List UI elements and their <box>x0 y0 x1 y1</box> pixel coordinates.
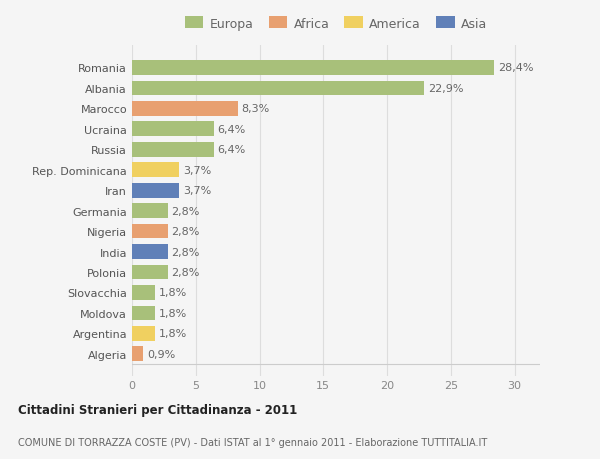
Text: 3,7%: 3,7% <box>183 165 211 175</box>
Text: 6,4%: 6,4% <box>217 124 245 134</box>
Text: 6,4%: 6,4% <box>217 145 245 155</box>
Bar <box>132 143 214 157</box>
Bar <box>132 102 238 117</box>
Text: 8,3%: 8,3% <box>242 104 270 114</box>
Text: 22,9%: 22,9% <box>428 84 463 94</box>
Bar <box>132 81 424 96</box>
Text: 1,8%: 1,8% <box>159 329 187 339</box>
Text: 1,8%: 1,8% <box>159 288 187 298</box>
Text: 1,8%: 1,8% <box>159 308 187 318</box>
Text: 2,8%: 2,8% <box>172 247 200 257</box>
Bar <box>132 265 168 280</box>
Bar <box>132 163 179 178</box>
Bar <box>132 224 168 239</box>
Text: 28,4%: 28,4% <box>498 63 533 73</box>
Text: 2,8%: 2,8% <box>172 227 200 236</box>
Bar <box>132 122 214 137</box>
Bar <box>132 326 155 341</box>
Text: 2,8%: 2,8% <box>172 268 200 277</box>
Bar <box>132 347 143 361</box>
Text: COMUNE DI TORRAZZA COSTE (PV) - Dati ISTAT al 1° gennaio 2011 - Elaborazione TUT: COMUNE DI TORRAZZA COSTE (PV) - Dati IST… <box>18 437 487 447</box>
Text: 3,7%: 3,7% <box>183 186 211 196</box>
Text: Cittadini Stranieri per Cittadinanza - 2011: Cittadini Stranieri per Cittadinanza - 2… <box>18 403 297 416</box>
Bar <box>132 61 494 76</box>
Bar <box>132 285 155 300</box>
Text: 0,9%: 0,9% <box>148 349 176 359</box>
Bar <box>132 184 179 198</box>
Bar <box>132 306 155 320</box>
Text: 2,8%: 2,8% <box>172 206 200 216</box>
Bar <box>132 245 168 259</box>
Bar <box>132 204 168 218</box>
Legend: Europa, Africa, America, Asia: Europa, Africa, America, Asia <box>182 15 490 33</box>
